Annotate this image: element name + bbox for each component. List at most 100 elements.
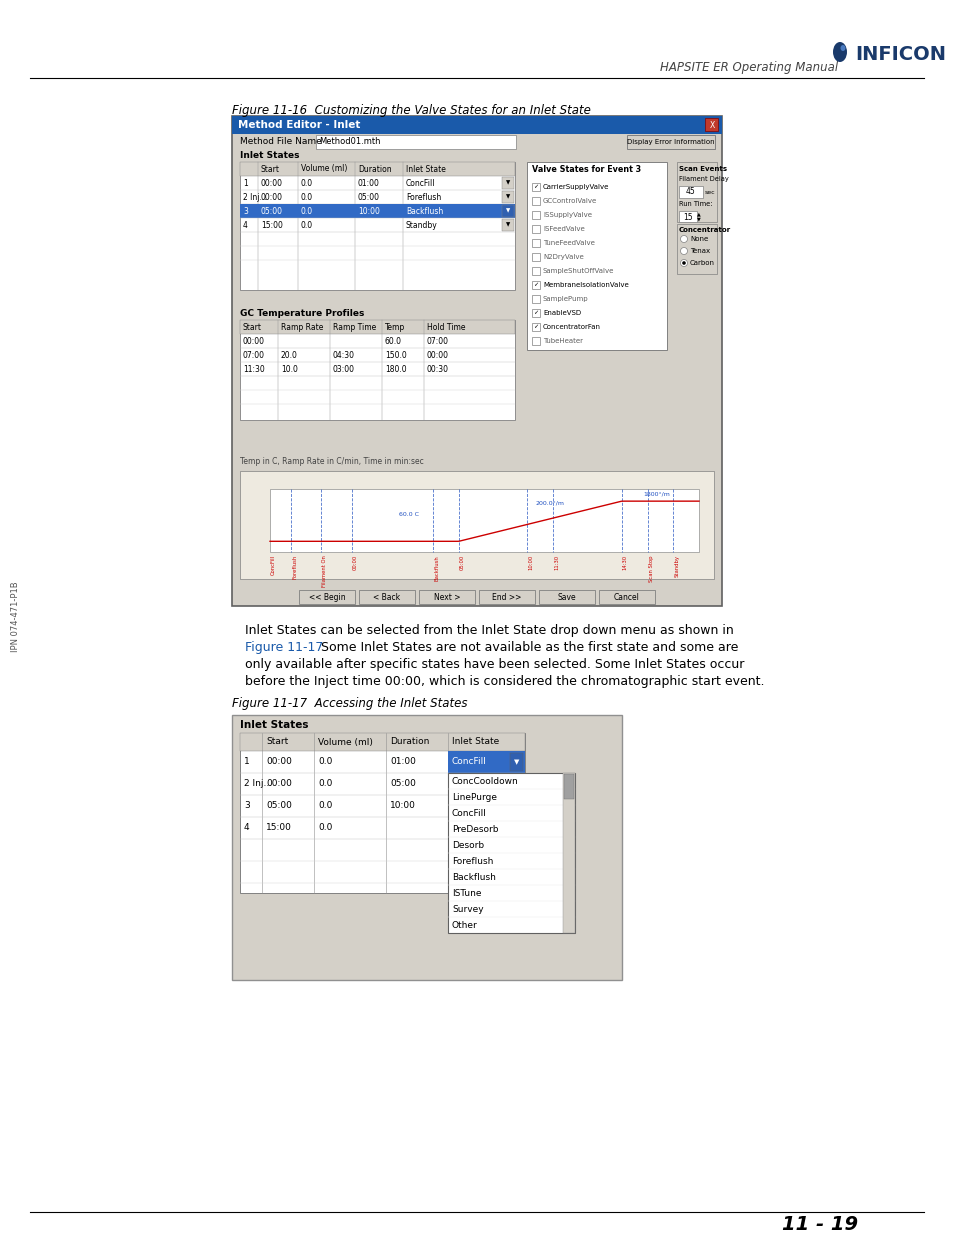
Ellipse shape — [832, 42, 846, 62]
Bar — [532, 337, 539, 345]
Text: 1: 1 — [244, 757, 250, 767]
Text: Hold Time: Hold Time — [427, 322, 465, 331]
Bar — [532, 324, 539, 331]
Text: 0.0: 0.0 — [301, 221, 313, 230]
Text: Some Inlet States are not available as the first state and some are: Some Inlet States are not available as t… — [316, 641, 738, 655]
Text: Run Time:: Run Time: — [679, 201, 712, 207]
Bar — [532, 295, 539, 303]
Text: ▲: ▲ — [697, 211, 700, 216]
Text: 00:00: 00:00 — [266, 757, 292, 767]
Text: ConcentratorFan: ConcentratorFan — [542, 324, 600, 330]
Text: 00:00: 00:00 — [261, 193, 283, 201]
Text: Duration: Duration — [390, 737, 429, 746]
Bar — [532, 309, 539, 317]
Text: Method File Name: Method File Name — [240, 137, 321, 147]
Bar — [598, 590, 655, 604]
Text: Scan Stop: Scan Stop — [648, 555, 653, 582]
Text: Standby: Standby — [674, 555, 679, 577]
Text: Ramp Time: Ramp Time — [333, 322, 375, 331]
Text: MembranelsolationValve: MembranelsolationValve — [542, 282, 628, 288]
Bar — [448, 773, 575, 932]
Text: Temp: Temp — [385, 322, 405, 331]
Text: Tenax: Tenax — [689, 248, 709, 254]
Circle shape — [681, 261, 685, 264]
Text: 03:00: 03:00 — [333, 364, 355, 373]
Text: Display Error Information: Display Error Information — [626, 140, 714, 144]
Text: ISSupplyValve: ISSupplyValve — [542, 212, 592, 219]
Text: Foreflush: Foreflush — [452, 857, 493, 866]
Text: 05:00: 05:00 — [357, 193, 379, 201]
Bar — [298, 590, 355, 604]
Text: 00:00: 00:00 — [266, 779, 292, 788]
Text: Survey: Survey — [452, 904, 483, 914]
Text: Temp in C, Ramp Rate in C/min, Time in min:sec: Temp in C, Ramp Rate in C/min, Time in m… — [240, 457, 423, 466]
Text: 3: 3 — [244, 802, 250, 810]
Bar — [532, 211, 539, 219]
Text: 1: 1 — [243, 179, 248, 188]
Bar — [532, 240, 539, 247]
Text: Save: Save — [558, 593, 576, 601]
Text: ConcFill: ConcFill — [452, 757, 486, 767]
Text: PreDesorb: PreDesorb — [452, 825, 498, 834]
Text: 05:00: 05:00 — [390, 779, 416, 788]
Text: Foreflush: Foreflush — [293, 555, 297, 579]
Text: Concentrator: Concentrator — [679, 227, 730, 233]
Text: 150.0: 150.0 — [385, 351, 406, 359]
Text: 00:00: 00:00 — [243, 336, 265, 346]
Text: ConcFill: ConcFill — [452, 809, 486, 818]
Text: ✓: ✓ — [533, 310, 538, 315]
Text: Ramp Rate: Ramp Rate — [281, 322, 323, 331]
Bar — [240, 320, 515, 420]
Text: ISTune: ISTune — [452, 888, 481, 898]
Bar — [478, 590, 535, 604]
Text: 4: 4 — [244, 824, 250, 832]
Text: << Begin: << Begin — [309, 593, 345, 601]
Text: Other: Other — [452, 920, 477, 930]
Bar — [240, 471, 713, 579]
Text: 180.0: 180.0 — [385, 364, 406, 373]
Text: 11 - 19: 11 - 19 — [781, 1215, 857, 1235]
Bar — [240, 320, 515, 333]
Text: 10:00: 10:00 — [357, 206, 379, 215]
Bar — [232, 116, 721, 606]
Text: ConcFill: ConcFill — [406, 179, 435, 188]
Text: < Back: < Back — [373, 593, 400, 601]
Text: ✓: ✓ — [533, 325, 538, 330]
Text: 04:30: 04:30 — [333, 351, 355, 359]
Text: ▼: ▼ — [505, 222, 510, 227]
Text: Inlet State: Inlet State — [406, 164, 445, 173]
Text: Foreflush: Foreflush — [406, 193, 441, 201]
Text: Desorb: Desorb — [452, 841, 483, 850]
Text: 15: 15 — [682, 212, 692, 221]
Text: Figure 11-17.: Figure 11-17. — [245, 641, 327, 655]
Bar — [501, 219, 514, 231]
Text: X: X — [709, 121, 714, 130]
Text: 20.0: 20.0 — [281, 351, 297, 359]
Bar — [510, 753, 522, 771]
Bar — [501, 205, 514, 217]
Text: Inlet State: Inlet State — [452, 737, 498, 746]
Bar — [562, 773, 575, 932]
Text: SampleShutOffValve: SampleShutOffValve — [542, 268, 614, 274]
Text: ▼: ▼ — [514, 760, 519, 764]
Text: Backflush: Backflush — [406, 206, 443, 215]
Text: only available after specific states have been selected. Some Inlet States occur: only available after specific states hav… — [245, 658, 743, 671]
Text: 01:00: 01:00 — [390, 757, 416, 767]
Text: TubeHeater: TubeHeater — [542, 338, 582, 345]
Text: Inlet States: Inlet States — [240, 152, 299, 161]
Text: 10:00: 10:00 — [390, 802, 416, 810]
Text: 4: 4 — [243, 221, 248, 230]
Text: before the Inject time 00:00, which is considered the chromatographic start even: before the Inject time 00:00, which is c… — [245, 676, 763, 688]
Text: ✓: ✓ — [533, 283, 538, 288]
Text: Standby: Standby — [406, 221, 437, 230]
Bar — [418, 590, 475, 604]
Bar — [563, 774, 574, 799]
Text: EnableVSD: EnableVSD — [542, 310, 580, 316]
Text: Backflush: Backflush — [452, 872, 496, 882]
Bar — [240, 734, 524, 893]
Text: INFICON: INFICON — [854, 46, 945, 64]
Bar — [240, 162, 515, 290]
Bar — [240, 204, 515, 219]
Circle shape — [679, 259, 687, 267]
Text: TuneFeedValve: TuneFeedValve — [542, 240, 595, 246]
